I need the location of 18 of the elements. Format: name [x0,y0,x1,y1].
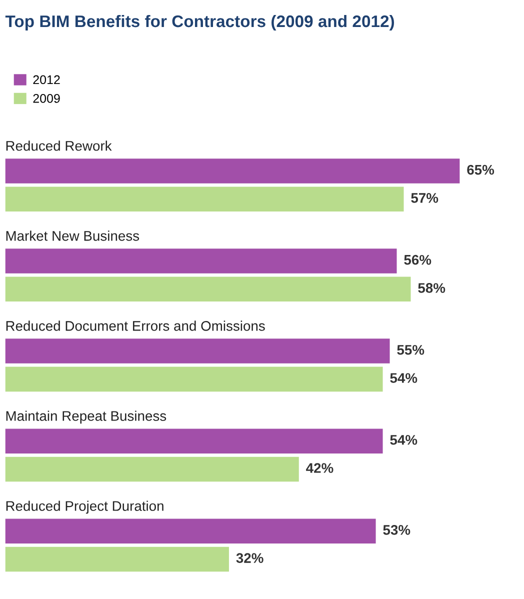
chart-title: Top BIM Benefits for Contractors (2009 and 2012) [5,14,394,31]
y-tick-label: Reduced Project Duration [6,500,164,514]
data-label: 32% [236,553,264,563]
y-tick-label: Reduced Rework [6,140,112,151]
data-label: 53% [383,525,410,535]
legend-label: 2009 [33,94,60,103]
data-label: 55% [397,344,424,355]
y-tick-label: Market New Business [6,230,140,241]
data-label: 42% [306,463,334,473]
data-label: 54% [390,435,418,445]
data-label: 65% [467,164,494,175]
data-label: 56% [404,254,432,265]
data-label: 58% [418,283,446,293]
legend-label: 2012 [33,75,60,84]
data-label: 54% [390,373,418,383]
y-tick-label: Reduced Document Errors and Omissions [6,320,265,331]
y-tick-label: Maintain Repeat Business [6,410,166,424]
data-label: 57% [411,193,438,203]
